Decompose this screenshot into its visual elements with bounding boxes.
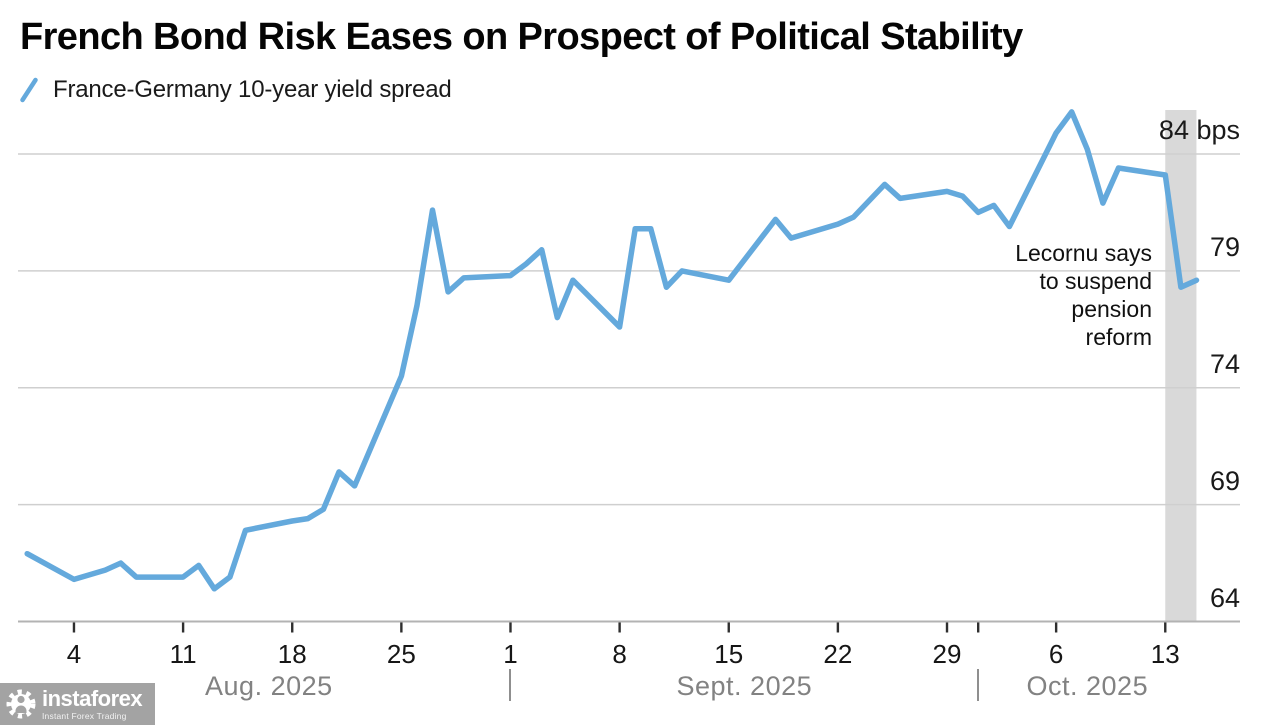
month-separator [509,669,512,701]
month-label: Sept. 2025 [676,671,813,701]
annotation-line: reform [1085,324,1152,350]
legend-label: France-Germany 10-year yield spread [53,76,452,103]
x-tick-label: 18 [277,639,307,669]
annotation-line: to suspend [1039,268,1152,294]
watermark-logo: instaforex Instant Forex Trading [0,683,155,725]
x-tick-label: 4 [66,639,82,669]
x-tick-label: 29 [932,639,962,669]
watermark-brand: instaforex [42,685,143,711]
x-tick-label: 15 [714,639,744,669]
month-label: Aug. 2025 [205,671,333,701]
x-tick-label: 6 [1048,639,1064,669]
x-tick-label: 13 [1150,639,1180,669]
x-tick-label: 22 [823,639,853,669]
annotation-line: pension [1071,296,1152,322]
y-axis-label: 79 [1209,231,1240,262]
highlight-band [1165,110,1197,622]
x-tick-label: 25 [386,639,416,669]
month-label: Oct. 2025 [1026,671,1149,701]
watermark-tagline: Instant Forex Trading [42,710,127,721]
annotation-line: Lecornu says [1015,240,1152,266]
y-axis-label: 64 [1209,582,1240,613]
spread-line [24,109,1200,592]
y-axis-label: 84 bps [1158,115,1240,145]
y-axis-label: 74 [1209,348,1240,379]
month-separator [977,669,980,701]
watermark-text: instaforex Instant Forex Trading [42,685,143,721]
x-tick-label: 8 [612,639,627,669]
event-annotation: Lecornu says to suspend pension reform [1015,239,1152,351]
chart-title: French Bond Risk Eases on Prospect of Po… [20,16,1023,58]
gear-person-icon [5,687,37,721]
x-tick-label: 1 [503,639,518,669]
legend-slash-icon [20,77,38,103]
x-tick-label: 11 [169,639,197,669]
y-axis-label: 69 [1209,465,1240,496]
legend: France-Germany 10-year yield spread [20,76,452,104]
